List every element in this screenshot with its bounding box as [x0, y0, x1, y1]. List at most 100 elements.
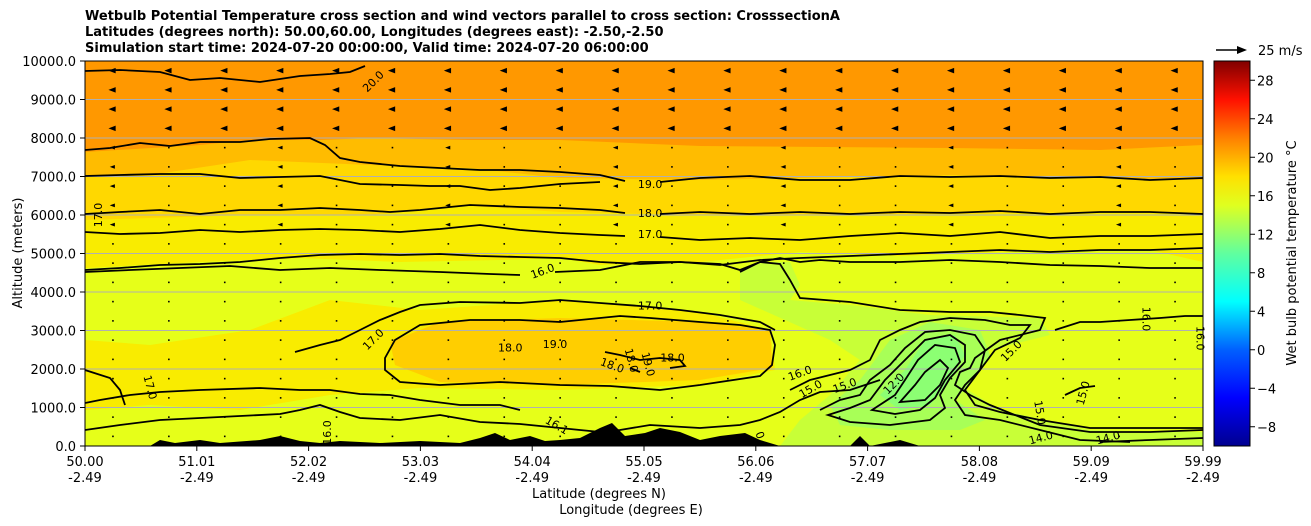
- wind-vector: [108, 67, 116, 74]
- wind-vector: [503, 377, 506, 380]
- y-axis: 0.0 1000.0 2000.0 3000.0 4000.0 5000.0 6…: [11, 55, 85, 455]
- wind-vector: [615, 339, 617, 341]
- wind-vector: [838, 358, 841, 361]
- x-axis-label-latitude: Latitude (degrees N): [532, 487, 666, 502]
- x-tick-label-lon: -2.49: [851, 471, 885, 486]
- wind-vector: [838, 223, 841, 226]
- wind-vector: [391, 185, 394, 187]
- wind-vector: [503, 358, 506, 361]
- contour-19-mid: [85, 173, 601, 191]
- wind-vector: [891, 87, 899, 93]
- chart-title: Wetbulb Potential Temperature cross sect…: [85, 9, 840, 57]
- wind-vector: [279, 339, 282, 341]
- wind-vector: [503, 435, 506, 438]
- x-tick-label-lat: 50.00: [66, 455, 103, 470]
- wind-vector: [1118, 339, 1120, 341]
- wind-vector: [1115, 222, 1122, 227]
- wind-vector: [727, 397, 729, 399]
- wind-vector: [559, 185, 561, 187]
- colorbar-tick-label: −8: [1257, 421, 1276, 436]
- wind-vector: [503, 397, 506, 399]
- x-tick-label-lat: 59.09: [1073, 455, 1110, 470]
- wind-vector: [447, 262, 450, 264]
- wind-vector: [782, 339, 785, 341]
- wind-vector: [1174, 435, 1176, 438]
- wind-vector: [335, 204, 338, 207]
- wind-vector: [946, 125, 955, 132]
- wind-vector: [1174, 166, 1176, 168]
- wind-vector: [838, 300, 841, 303]
- wind-vector: [950, 320, 953, 322]
- wind-vector: [559, 223, 561, 226]
- wind-vector: [611, 67, 619, 74]
- wind-vector: [948, 222, 954, 227]
- wind-vector: [838, 204, 841, 207]
- wind-vector: [615, 262, 617, 264]
- wind-vector: [1170, 106, 1178, 112]
- wind-vector: [112, 320, 114, 322]
- wind-vector: [727, 223, 729, 226]
- y-tick-label: 9000.0: [31, 94, 77, 109]
- x-tick-label-lon: -2.49: [515, 471, 549, 486]
- wind-vector: [279, 397, 282, 399]
- contour-label: 16.0: [1140, 307, 1153, 332]
- y-tick-label: 4000.0: [31, 286, 77, 301]
- wind-vector: [447, 416, 450, 418]
- wind-vector: [1062, 435, 1065, 438]
- wind-vector: [950, 339, 953, 341]
- wind-vector: [667, 125, 675, 132]
- wind-vector: [727, 262, 729, 264]
- wind-vector: [168, 339, 170, 341]
- y-tick-label: 8000.0: [31, 132, 77, 147]
- wind-vector: [223, 320, 226, 322]
- wind-vector: [946, 106, 955, 112]
- wind-vector: [559, 262, 561, 264]
- title-line-3: Simulation start time: 2024-07-20 00:00:…: [85, 41, 649, 56]
- wind-vector: [950, 397, 953, 399]
- wind-vector: [503, 339, 506, 341]
- wind-vector: [1062, 204, 1065, 207]
- wind-vector: [391, 300, 394, 303]
- contour-17-bubble: [294, 299, 776, 391]
- wind-vector: [779, 125, 787, 132]
- wind-vector: [276, 125, 284, 132]
- wind-vector: [1118, 377, 1120, 380]
- wind-vector: [109, 145, 115, 150]
- wind-vector: [1062, 416, 1065, 418]
- colorbar-ticks: −8 −4 0 4 8 12 16 20 24 28: [1250, 74, 1276, 436]
- field-band-20: [85, 61, 1203, 152]
- wind-vector: [279, 358, 282, 361]
- wind-vector: [335, 281, 338, 284]
- wind-vector: [387, 106, 396, 112]
- wind-vector: [780, 203, 786, 208]
- wind-vector: [559, 416, 561, 418]
- wind-vector: [835, 67, 843, 74]
- wind-vector: [950, 243, 953, 245]
- wind-vector: [447, 435, 450, 438]
- wind-vector: [447, 397, 450, 399]
- wind-vector: [387, 125, 396, 132]
- grid-lines: [85, 99, 1203, 408]
- wind-vector: [948, 145, 954, 150]
- wind-vector: [279, 300, 282, 303]
- wind-vector: [555, 106, 563, 112]
- wind-vector: [1006, 204, 1009, 207]
- wind-vector: [1118, 416, 1120, 418]
- wind-vector: [1006, 397, 1009, 399]
- wind-vector: [615, 320, 617, 322]
- wind-vector: [894, 300, 897, 303]
- contour-label: 18.0: [498, 342, 523, 355]
- wind-vectors: [108, 67, 1178, 438]
- wind-vector: [1118, 243, 1120, 245]
- wind-vector: [559, 435, 561, 438]
- wind-vector: [112, 243, 114, 245]
- wind-vector: [950, 435, 953, 438]
- wind-vector: [335, 300, 338, 303]
- wind-vector: [727, 166, 729, 168]
- wind-vector: [894, 281, 897, 284]
- x-tick-label-lat: 55.05: [625, 455, 662, 470]
- colorbar-tick-label: 12: [1257, 228, 1274, 243]
- wind-vector: [108, 87, 116, 93]
- wind-vector: [1058, 67, 1066, 74]
- wind-vector: [835, 87, 843, 93]
